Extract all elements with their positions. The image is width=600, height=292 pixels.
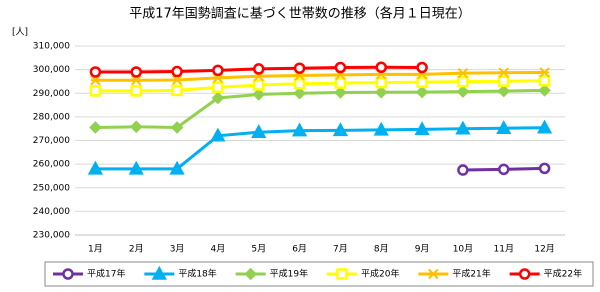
y-tick-label: 270,000 (33, 136, 70, 146)
marker (518, 268, 531, 280)
marker (539, 67, 550, 78)
x-tick-label: 4月 (211, 244, 226, 255)
marker (253, 63, 265, 75)
marker (455, 120, 471, 135)
marker (375, 76, 387, 89)
marker (334, 86, 347, 99)
x-tick-label: 5月 (251, 244, 266, 255)
marker (428, 268, 439, 280)
marker (498, 163, 510, 176)
marker (244, 267, 257, 281)
marker (89, 85, 102, 97)
series-line (95, 79, 545, 93)
marker (171, 84, 183, 97)
x-tick-label: 2月 (129, 244, 144, 255)
marker (212, 64, 224, 77)
marker (334, 61, 347, 74)
marker (291, 122, 308, 137)
x-tick-label: 7月 (333, 244, 348, 255)
marker (89, 66, 102, 78)
marker (128, 160, 144, 175)
series-line (95, 126, 545, 171)
y-tick-label: 240,000 (33, 207, 70, 217)
x-tick-label: 3月 (170, 244, 185, 255)
marker (498, 75, 510, 87)
marker (373, 121, 389, 136)
marker (130, 66, 142, 78)
legend-label: 平成20年 (361, 268, 399, 280)
x-tick-label: 1月 (88, 244, 103, 255)
legend-label: 平成19年 (270, 268, 308, 280)
series-line (95, 88, 545, 130)
legend-label: 平成18年 (178, 268, 216, 280)
marker (497, 84, 511, 98)
marker (89, 121, 102, 134)
y-tick-label: 280,000 (33, 112, 70, 122)
marker (293, 78, 306, 90)
marker (130, 85, 142, 97)
marker (171, 74, 183, 86)
chart-title: 平成17年国勢調査に基づく世帯数の推移（各月１日現在） (129, 6, 471, 22)
y-tick-label: 310,000 (33, 42, 70, 52)
marker (131, 75, 142, 86)
y-tick-label: 290,000 (33, 89, 70, 99)
marker (332, 122, 349, 137)
marker (456, 85, 470, 98)
marker (253, 79, 265, 91)
y-tick-label: 300,000 (33, 65, 70, 75)
x-tick-label: 9月 (415, 244, 430, 255)
marker (375, 61, 387, 74)
marker (293, 86, 306, 100)
marker (129, 120, 143, 134)
legend-label: 平成17年 (87, 268, 125, 280)
x-tick-label: 10月 (453, 244, 473, 255)
marker (170, 121, 184, 134)
marker (62, 268, 74, 280)
marker (169, 160, 185, 175)
marker (212, 81, 224, 94)
marker (457, 75, 469, 88)
marker (87, 160, 104, 175)
x-tick-label: 12月 (534, 244, 554, 255)
marker (334, 77, 347, 89)
marker (538, 84, 551, 97)
marker (374, 86, 388, 99)
marker (252, 88, 266, 101)
y-tick-label: 250,000 (33, 183, 70, 193)
marker (151, 265, 167, 280)
marker (538, 74, 551, 87)
series-line (95, 70, 545, 82)
marker (90, 75, 101, 86)
marker (211, 91, 225, 105)
y-tick-label: 230,000 (33, 231, 70, 241)
marker (457, 164, 469, 176)
legend-box (44, 261, 594, 287)
legend-label: 平成22年 (544, 268, 582, 280)
marker (416, 61, 428, 74)
marker (415, 85, 429, 99)
marker (536, 119, 553, 134)
x-tick-label: 6月 (292, 244, 307, 255)
y-tick-label: 260,000 (33, 160, 70, 170)
x-tick-label: 8月 (374, 244, 389, 255)
legend-label: 平成21年 (452, 268, 490, 280)
marker (496, 120, 512, 134)
marker (251, 124, 267, 138)
marker (336, 268, 348, 280)
marker (457, 67, 469, 79)
marker (498, 67, 509, 78)
marker (210, 127, 226, 142)
marker (293, 62, 306, 74)
marker (171, 65, 183, 78)
marker (414, 121, 430, 136)
y-axis-label: [人] (12, 27, 28, 38)
marker (416, 76, 428, 88)
marker (538, 162, 551, 175)
x-tick-label: 11月 (494, 244, 514, 255)
